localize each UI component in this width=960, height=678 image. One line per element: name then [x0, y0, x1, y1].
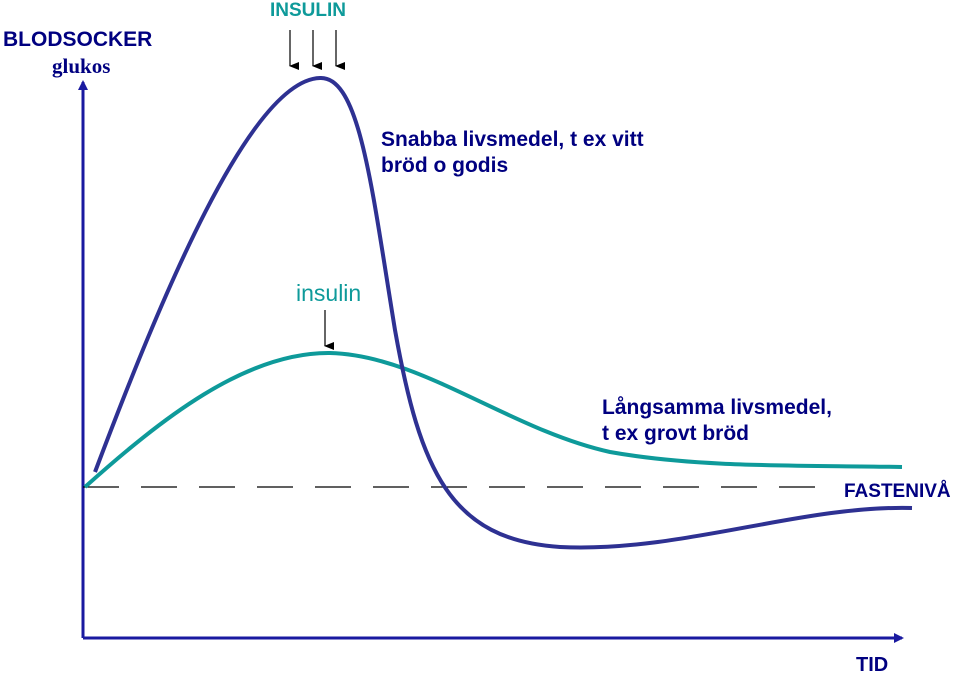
fast-food-description-line2: bröd o godis — [381, 154, 509, 177]
fasting-level-label: FASTENIVÅ — [844, 481, 951, 502]
fast-food-description-line1: Snabba livsmedel, t ex vitt — [381, 128, 644, 151]
slow-food-description-line2: t ex grovt bröd — [602, 422, 750, 445]
slow-food-curve — [83, 350, 903, 489]
slow-food-description-line1: Långsamma livsmedel, — [602, 396, 832, 419]
fast-food-curve — [93, 75, 913, 550]
x-axis-title: TID — [856, 654, 889, 676]
fast-insulin-label: INSULIN — [270, 0, 346, 21]
y-axis-title: BLODSOCKER — [3, 28, 153, 51]
slow-insulin-label: insulin — [296, 280, 362, 306]
y-axis-subtitle: glukos — [52, 54, 111, 78]
